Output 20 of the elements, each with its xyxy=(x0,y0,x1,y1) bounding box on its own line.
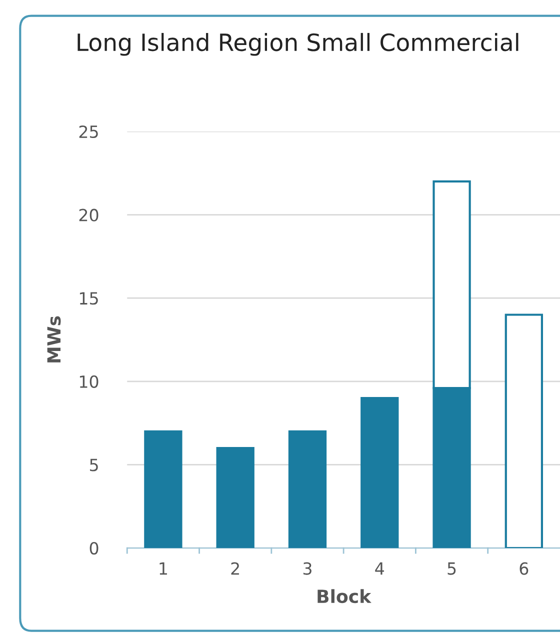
x-tick-label: 2 xyxy=(231,562,239,575)
bar xyxy=(360,397,399,548)
y-tick-label: 0 xyxy=(90,542,98,555)
chart-title: Long Island Region Small Commercial xyxy=(78,32,518,56)
x-axis-title: Block xyxy=(318,589,372,604)
x-tick-label: 1 xyxy=(160,562,167,575)
bar xyxy=(216,447,254,548)
y-tick-label: 20 xyxy=(79,208,98,222)
x-tick-label: 3 xyxy=(303,562,312,575)
bar xyxy=(288,430,327,548)
y-tick-label: 5 xyxy=(90,458,98,472)
bar xyxy=(504,314,544,548)
y-tick-label: 10 xyxy=(80,375,98,388)
y-tick-label: 15 xyxy=(80,292,98,305)
x-tick-label: 4 xyxy=(375,562,384,575)
x-tick-label: 6 xyxy=(520,562,528,575)
x-tick-label: 5 xyxy=(448,562,456,575)
y-axis-title: MWs xyxy=(47,316,61,362)
y-tick-label: 25 xyxy=(79,125,98,138)
bar xyxy=(144,430,182,548)
